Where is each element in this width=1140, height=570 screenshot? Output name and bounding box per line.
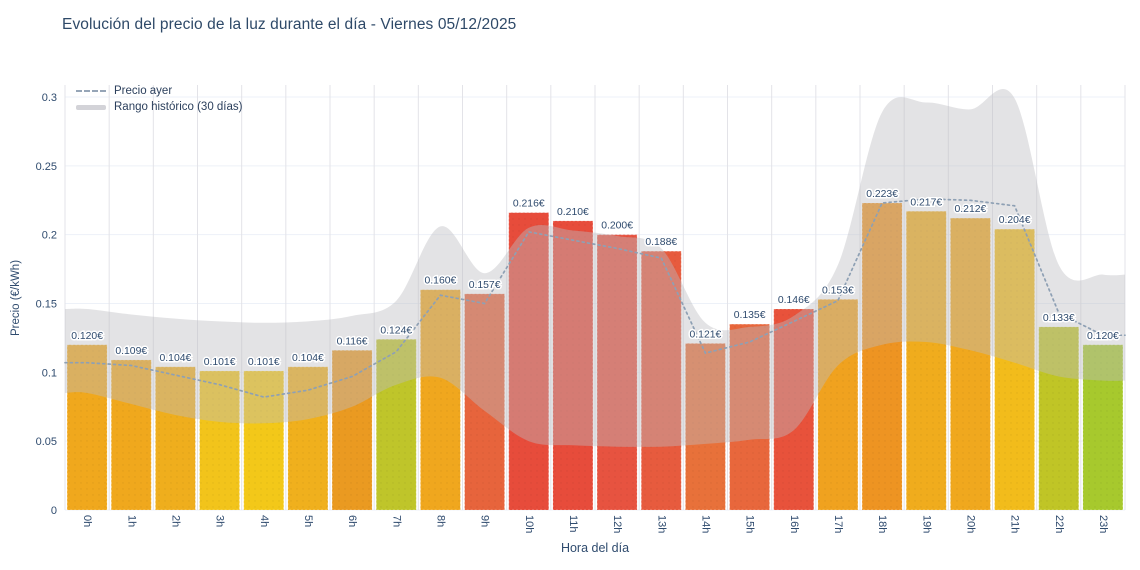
legend-item-precio-ayer[interactable]: Precio ayer <box>76 85 242 97</box>
historic-range-area <box>65 89 1125 447</box>
legend-item-rango-historico[interactable]: Rango histórico (30 días) <box>76 101 242 113</box>
x-tick-label-11h: 11h <box>567 515 579 533</box>
bar-value-label: 0.188€ <box>645 237 677 248</box>
x-tick-label-3h: 3h <box>214 515 226 527</box>
x-tick-label-15h: 15h <box>744 515 756 533</box>
bar-value-label: 0.223€ <box>866 189 898 200</box>
x-tick-label-12h: 12h <box>611 515 623 533</box>
y-tick-label: 0 <box>51 505 57 517</box>
vertical-gridlines <box>64 85 1126 510</box>
bar-value-label: 0.153€ <box>822 285 854 296</box>
bar-value-label: 0.146€ <box>778 295 810 306</box>
x-tick-label-6h: 6h <box>346 515 358 527</box>
legend-label: Precio ayer <box>114 85 173 97</box>
x-tick-label-14h: 14h <box>699 515 711 533</box>
x-tick-label-5h: 5h <box>302 515 314 527</box>
bar-value-label: 0.101€ <box>204 357 236 368</box>
bar-value-label: 0.124€ <box>380 325 412 336</box>
x-tick-label-19h: 19h <box>920 515 932 533</box>
x-tick-label-13h: 13h <box>655 515 667 533</box>
y-tick-label: 0.25 <box>36 161 57 173</box>
legend-label: Rango histórico (30 días) <box>114 101 243 113</box>
x-tick-label-10h: 10h <box>523 515 535 533</box>
historic-range-band <box>65 89 1125 447</box>
x-tick-label-18h: 18h <box>876 515 888 533</box>
y-tick-label: 0.3 <box>42 92 57 104</box>
bar-value-label: 0.101€ <box>248 357 280 368</box>
y-tick-label: 0.1 <box>42 367 57 379</box>
bar-value-label: 0.157€ <box>469 280 501 291</box>
chart-title: Evolución del precio de la luz durante e… <box>62 16 517 33</box>
bar-value-label: 0.133€ <box>1043 313 1075 324</box>
x-tick-label-16h: 16h <box>788 515 800 533</box>
bar-value-label: 0.210€ <box>557 207 589 218</box>
x-tick-label-20h: 20h <box>964 515 976 533</box>
bar-value-label: 0.160€ <box>425 276 457 287</box>
bar-value-label: 0.217€ <box>910 197 942 208</box>
bar-value-label: 0.135€ <box>734 310 766 321</box>
bar-value-label: 0.116€ <box>337 336 368 347</box>
x-tick-label-17h: 17h <box>832 515 844 533</box>
bar-value-label: 0.200€ <box>601 221 633 232</box>
x-tick-label-8h: 8h <box>434 515 446 527</box>
x-tick-label-21h: 21h <box>1009 515 1021 533</box>
y-tick-label: 0.15 <box>36 299 57 311</box>
bar-value-label: 0.120€ <box>71 331 103 342</box>
bar-value-labels: 0.120€ 0.109€ 0.104€ 0.101€ 0.101€ 0.104€ 0.11… <box>70 188 1121 370</box>
bar-value-label: 0.104€ <box>160 353 192 364</box>
dashed-line-swatch-icon <box>76 90 106 92</box>
x-tick-label-2h: 2h <box>169 515 181 527</box>
bar-value-label: 0.204€ <box>999 215 1031 226</box>
y-tick-label: 0.2 <box>42 230 57 242</box>
x-tick-label-0h: 0h <box>81 515 93 527</box>
x-tick-label-9h: 9h <box>479 515 491 527</box>
y-tick-label: 0.05 <box>36 436 57 448</box>
x-tick-label-23h: 23h <box>1097 515 1109 533</box>
bar-value-label: 0.120€ <box>1087 331 1119 342</box>
x-tick-label-1h: 1h <box>125 515 137 527</box>
bar-value-label: 0.212€ <box>955 204 987 215</box>
band-swatch-icon <box>76 104 106 110</box>
legend: Precio ayer Rango histórico (30 días) <box>76 85 242 113</box>
x-axis-title: Hora del día <box>560 541 630 555</box>
bar-value-label: 0.121€ <box>690 329 722 340</box>
x-axis-tick-labels: 0h 1h 2h 3h 4h 5h 6h 7h 8h 9h 10h 11h 12h 13h 14h 15h 16… <box>81 515 1109 533</box>
bar-value-label: 0.109€ <box>115 346 147 357</box>
x-tick-label-7h: 7h <box>390 515 402 527</box>
bar-value-label: 0.216€ <box>513 199 545 210</box>
x-tick-label-4h: 4h <box>258 515 270 527</box>
x-tick-label-22h: 22h <box>1053 515 1065 533</box>
yesterday-price-path <box>64 198 1126 398</box>
y-axis-tick-labels: 0 0.05 0.1 0.15 0.2 0.25 0.3 <box>36 92 57 517</box>
yesterday-price-line <box>64 198 1126 398</box>
bar-value-label: 0.104€ <box>292 353 324 364</box>
